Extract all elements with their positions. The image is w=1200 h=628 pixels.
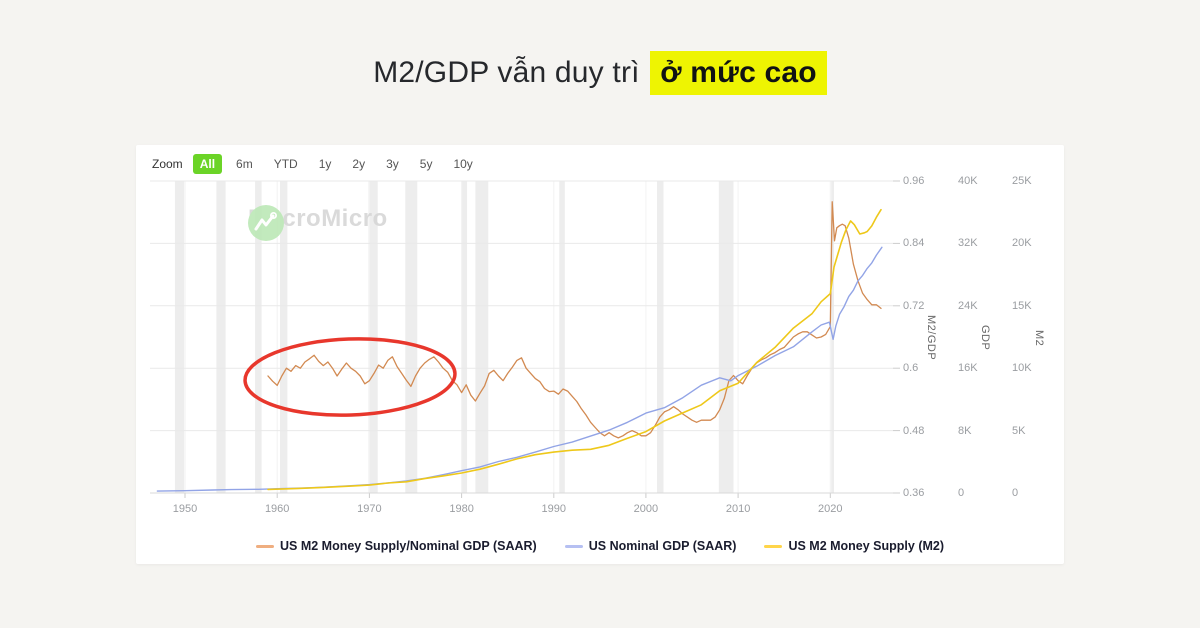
chart-canvas bbox=[150, 180, 900, 498]
legend-swatch bbox=[255, 544, 274, 548]
legend-item-2[interactable]: US M2 Money Supply (M2) bbox=[764, 539, 944, 553]
y-axis-title-m2gdp: M2/GDP bbox=[925, 315, 937, 361]
recession-band bbox=[368, 181, 378, 493]
zoom-range-button-10y[interactable]: 10y bbox=[446, 154, 479, 174]
chart-legend: US M2 Money Supply/Nominal GDP (SAAR) US … bbox=[136, 539, 1064, 553]
legend-item-1[interactable]: US Nominal GDP (SAAR) bbox=[564, 539, 737, 553]
y-tick-label: 0.96 bbox=[903, 175, 925, 187]
recession-band bbox=[405, 181, 418, 493]
y-tick-label: 16K bbox=[958, 362, 978, 375]
y-tick-label: 0.48 bbox=[903, 424, 925, 437]
x-tick-label: 1960 bbox=[264, 503, 290, 515]
y-tick-label: 32K bbox=[958, 237, 978, 250]
recession-band bbox=[718, 181, 734, 493]
zoom-range-button-all[interactable]: All bbox=[192, 154, 223, 174]
zoom-label: Zoom bbox=[152, 157, 183, 171]
y-tick-label: 0.84 bbox=[903, 237, 925, 250]
recession-band bbox=[174, 181, 185, 493]
y-tick-label: 0.72 bbox=[903, 299, 925, 312]
series-line-2[interactable] bbox=[267, 208, 882, 491]
legend-label: US M2 Money Supply/Nominal GDP (SAAR) bbox=[279, 539, 537, 553]
x-axis-labels: 1950 1960 1970 1980 1990 2000 2010 2020 bbox=[150, 503, 893, 519]
zoom-range-button-1y[interactable]: 1y bbox=[312, 154, 339, 174]
x-tick-label: 1990 bbox=[541, 503, 567, 515]
series-line-0[interactable] bbox=[267, 201, 882, 439]
series-line-1[interactable] bbox=[156, 246, 883, 492]
legend-label: US M2 Money Supply (M2) bbox=[788, 539, 945, 553]
plot-area: MacroMicro bbox=[150, 180, 900, 498]
legend-swatch bbox=[564, 544, 583, 548]
zoom-range-button-5y[interactable]: 5y bbox=[413, 154, 440, 174]
recession-band bbox=[461, 181, 468, 493]
legend-swatch bbox=[764, 544, 783, 548]
x-tick-label: 2020 bbox=[818, 503, 843, 515]
y-tick-label: 0.36 bbox=[903, 487, 925, 499]
y-tick-label: 10K bbox=[1012, 362, 1032, 375]
recession-band bbox=[280, 181, 288, 493]
y-tick-label: 24K bbox=[958, 299, 978, 312]
y-tick-label: 0.6 bbox=[903, 362, 919, 375]
zoom-range-button-3y[interactable]: 3y bbox=[379, 154, 406, 174]
page-title-text: M2/GDP vẫn duy trì bbox=[373, 56, 640, 89]
x-tick-label: 1950 bbox=[172, 503, 198, 515]
zoom-range-buttons: All 6m YTD 1y 2y 3y 5y 10y bbox=[192, 154, 480, 174]
recession-band bbox=[475, 181, 489, 493]
zoom-range-button-2y[interactable]: 2y bbox=[345, 154, 372, 174]
y-tick-label: 0 bbox=[1012, 487, 1019, 499]
y-axis-m2gdp: 0.96 0.84 0.72 0.6 0.48 0.36 bbox=[903, 175, 943, 499]
y-tick-label: 8K bbox=[958, 424, 972, 437]
y-tick-label: 25K bbox=[1012, 175, 1032, 187]
legend-label: US Nominal GDP (SAAR) bbox=[588, 539, 737, 553]
y-axis-m2: 25K 20K 15K 10K 5K 0 bbox=[1012, 175, 1052, 499]
y-tick-label: 40K bbox=[958, 175, 978, 187]
zoom-range-button-ytd[interactable]: YTD bbox=[267, 154, 305, 174]
y-axis-gdp: 40K 32K 24K 16K 8K 0 bbox=[958, 175, 998, 499]
zoom-toolbar: Zoom All 6m YTD 1y 2y 3y 5y 10y bbox=[152, 154, 480, 174]
recession-band bbox=[657, 181, 664, 493]
page-title: M2/GDP vẫn duy trì ở mức cao bbox=[0, 51, 1200, 95]
annotation-ellipse bbox=[243, 337, 457, 417]
y-axis-title-gdp: GDP bbox=[979, 325, 991, 351]
x-tick-label: 1980 bbox=[449, 503, 474, 515]
y-tick-label: 15K bbox=[1012, 299, 1032, 312]
x-tick-label: 1970 bbox=[357, 503, 382, 515]
chart-card: Zoom All 6m YTD 1y 2y 3y 5y 10y MacroMicro 1950… bbox=[136, 145, 1064, 564]
x-tick-label: 2010 bbox=[725, 503, 751, 515]
x-tick-label: 2000 bbox=[633, 503, 659, 515]
y-axis-title-m2: M2 bbox=[1033, 330, 1045, 347]
legend-item-0[interactable]: US M2 Money Supply/Nominal GDP (SAAR) bbox=[255, 539, 537, 553]
y-tick-label: 5K bbox=[1012, 424, 1026, 437]
recession-band bbox=[559, 181, 565, 493]
zoom-range-button-6m[interactable]: 6m bbox=[229, 154, 260, 174]
recession-band bbox=[216, 181, 226, 493]
y-tick-label: 0 bbox=[958, 487, 965, 499]
page-title-highlight: ở mức cao bbox=[650, 51, 827, 95]
y-tick-label: 20K bbox=[1012, 237, 1032, 250]
recession-band bbox=[255, 181, 262, 493]
